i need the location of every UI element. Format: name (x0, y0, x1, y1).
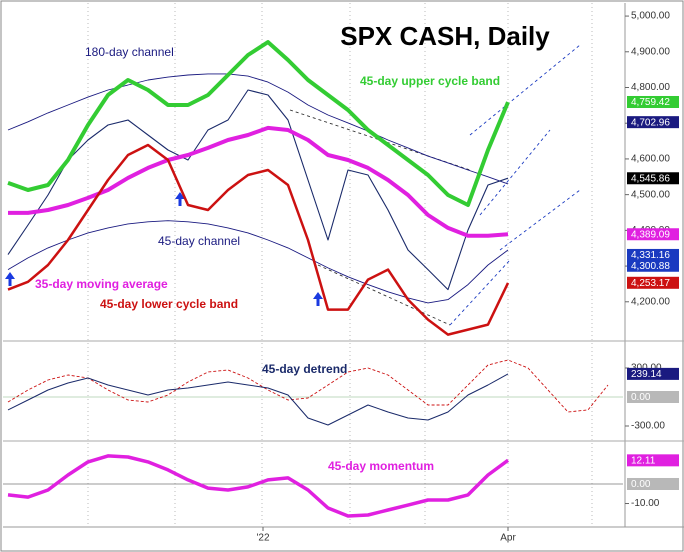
value-box (627, 172, 679, 185)
series-line (7, 73, 509, 185)
value-box-label: 4,253.17 (631, 278, 670, 289)
y-tick-label: 4,800.00 (631, 82, 670, 93)
value-box-label: 0.00 (631, 479, 651, 490)
value-box (627, 248, 679, 261)
series-label: 35-day moving average (35, 277, 168, 291)
value-box (627, 259, 679, 272)
value-box (627, 116, 679, 129)
series-label: 180-day channel (85, 45, 174, 59)
series-line (7, 359, 609, 413)
value-box-label: 4,545.86 (631, 173, 670, 184)
value-box-label: 4,759.42 (631, 97, 670, 108)
series-line (7, 89, 509, 291)
value-box-label: 4,389.09 (631, 229, 670, 240)
series-label: 45-day upper cycle band (360, 74, 500, 88)
series-line (7, 143, 510, 336)
series-line (7, 373, 509, 426)
y-tick-label: -10.00 (631, 498, 660, 509)
series-label: 45-day lower cycle band (100, 297, 238, 311)
trend-line (317, 264, 451, 326)
y-tick-label: 4,600.00 (631, 154, 670, 165)
arrow (5, 272, 15, 286)
series-line (7, 454, 510, 518)
value-box (627, 228, 679, 241)
series-label: 45-day channel (158, 234, 240, 248)
arrow (313, 292, 323, 306)
value-box-label: 4,702.96 (631, 117, 670, 128)
value-box-label: 4,300.88 (631, 261, 670, 272)
trend-line (479, 129, 551, 216)
value-box (627, 390, 679, 403)
value-box (627, 95, 679, 108)
chart-title: SPX CASH, Daily (340, 21, 550, 51)
value-box-label: 0.00 (631, 392, 651, 403)
x-tick-label: '22 (256, 533, 269, 544)
series-line (8, 125, 509, 238)
value-box (627, 367, 679, 380)
value-box (627, 477, 679, 490)
y-tick-label: -300.00 (631, 421, 665, 432)
trend-line (449, 259, 511, 326)
trend-line (499, 189, 581, 251)
y-tick-label: 4,500.00 (631, 189, 670, 200)
series-line (7, 220, 509, 304)
y-tick-label: 4,200.00 (631, 296, 670, 307)
y-tick-label: 5,000.00 (631, 11, 670, 22)
month-grid (87, 3, 593, 527)
x-tick-label: Apr (500, 533, 516, 544)
series-label: 45-day momentum (328, 459, 434, 473)
series-line (7, 40, 510, 207)
series-label: 45-day detrend (262, 362, 347, 376)
value-box-label: 4,331.16 (631, 250, 670, 261)
value-box (627, 454, 679, 467)
value-box-label: 239.14 (631, 369, 662, 380)
y-tick-label: 4,900.00 (631, 46, 670, 57)
value-box-label: 12.11 (631, 455, 656, 466)
value-box (627, 276, 679, 289)
